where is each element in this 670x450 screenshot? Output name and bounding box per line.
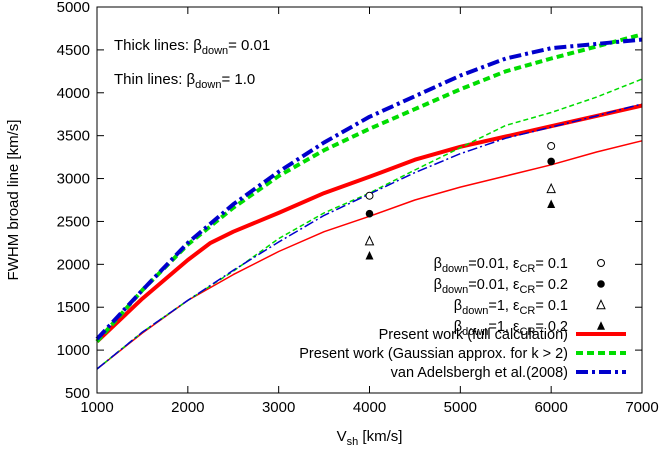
data-marker-2 [547,184,555,193]
x-tick-label: 5000 [444,399,477,416]
x-tick-label: 6000 [534,399,567,416]
annotation-0: Thick lines: βdown= 0.01 [114,37,270,57]
y-tick-label: 4000 [57,85,90,102]
data-marker-3 [547,200,555,209]
data-marker-2 [366,236,374,245]
x-axis-label: Vsh [km/s] [337,428,403,448]
legend-label-series-1: Present work (Gaussian approx. for k > 2… [299,346,568,362]
y-tick-label: 3000 [57,171,90,188]
y-tick-label: 1500 [57,299,90,316]
data-marker-1 [547,158,555,166]
data-marker-3 [366,251,374,260]
y-tick-label: 2500 [57,213,90,230]
annotations: Thick lines: βdown= 0.01 Thin lines: βdow… [114,37,270,91]
x-tick-label: 4000 [353,399,386,416]
data-marker-0 [366,192,373,199]
legend-marker-3 [597,321,605,330]
annotation-1: Thin lines: βdown= 1.0 [114,71,255,91]
legend-label-marker-2: βdown=1, εCR= 0.1 [454,298,568,317]
legend-label-marker-0: βdown=0.01, εCR= 0.1 [434,256,568,275]
x-tick-label: 7000 [625,399,658,416]
legend-label-marker-1: βdown=0.01, εCR= 0.2 [434,277,568,296]
legend-marker-1 [597,280,605,288]
y-tick-label: 5000 [57,0,90,16]
y-tick-label: 500 [65,385,90,402]
y-axis-label: FWHM broad line [km/s] [5,120,22,281]
marker-points [366,142,556,259]
data-marker-0 [548,142,555,149]
y-tick-label: 4500 [57,42,90,59]
legend-label-series-0: Present work (full calculation) [379,327,568,343]
legend: βdown=0.01, εCR= 0.1 βdown=0.01, εCR= 0.2… [299,256,626,381]
y-tick-label: 3500 [57,128,90,145]
y-tick-label: 1000 [57,342,90,359]
x-tick-label: 2000 [171,399,204,416]
x-tick-label: 3000 [262,399,295,416]
legend-marker-0 [598,260,605,267]
legend-marker-2 [597,300,605,309]
data-marker-1 [366,210,374,218]
legend-label-series-2: van Adelsbergh et al.(2008) [391,365,568,381]
y-tick-label: 2000 [57,256,90,273]
